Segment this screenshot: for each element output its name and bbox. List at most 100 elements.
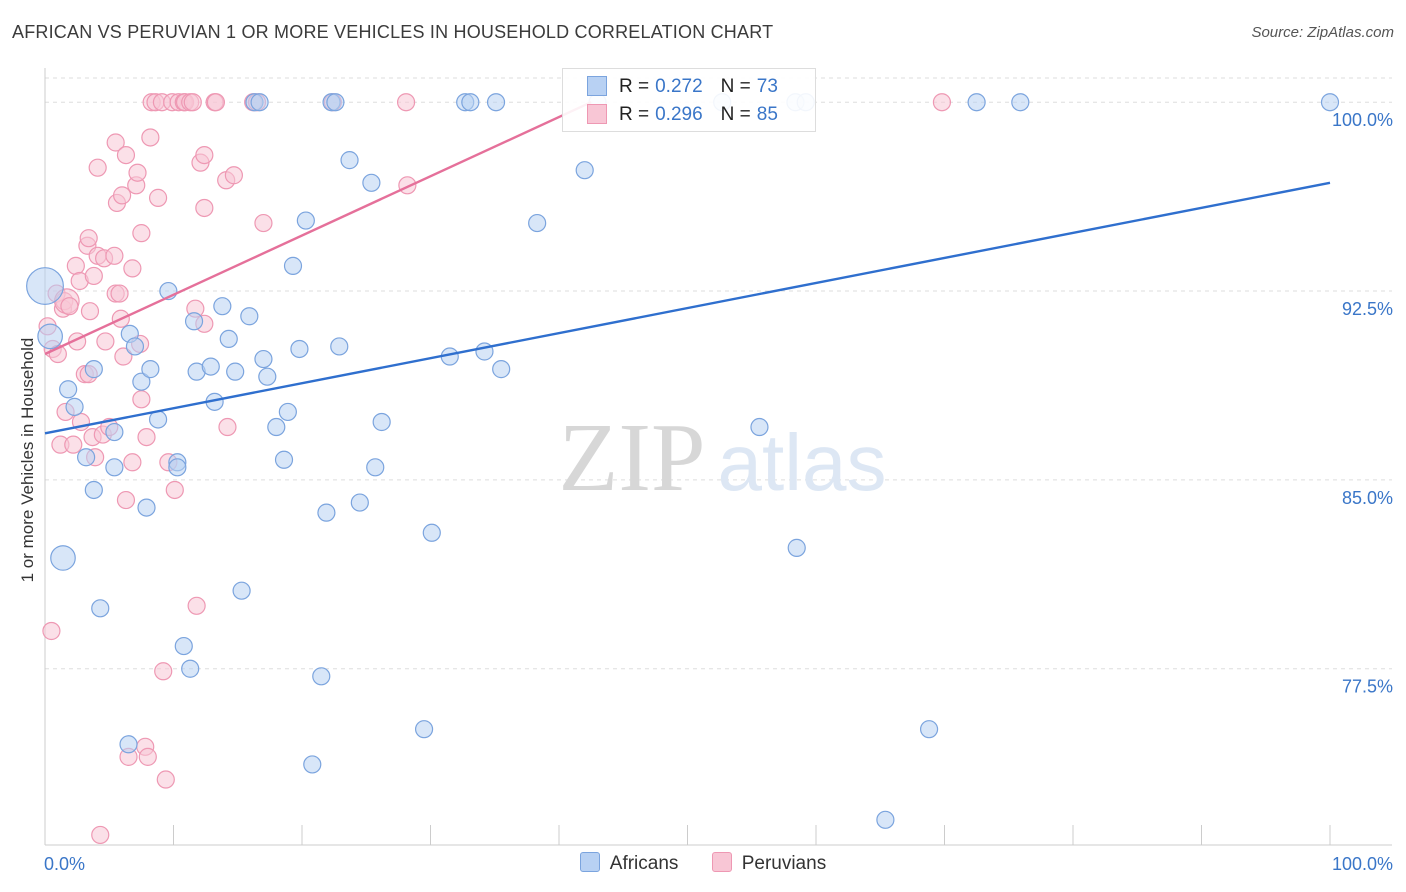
legend-item-peruvians[interactable]: Peruvians <box>711 852 827 875</box>
africans-r-label: R = <box>619 76 650 97</box>
african-point <box>326 93 345 112</box>
peruvian-point <box>187 596 206 615</box>
peruvian-point <box>66 256 85 275</box>
peruvian-point <box>123 453 142 472</box>
african-point <box>750 417 769 437</box>
african-point <box>65 397 84 416</box>
peruvian-point <box>195 198 214 218</box>
african-point <box>1011 93 1030 112</box>
peruvians-legend-label: Peruvians <box>741 853 827 874</box>
peruvian-point <box>932 93 952 112</box>
peruvians-r-label: R = <box>619 104 650 125</box>
peruvian-point <box>254 213 273 233</box>
watermark-atlas: atlas <box>718 418 887 507</box>
peruvian-point <box>183 93 202 112</box>
africans-legend-swatch <box>579 852 600 872</box>
peruvian-point <box>116 145 136 165</box>
watermark-zip: ZIP <box>559 404 706 512</box>
african-point <box>250 93 269 112</box>
african-point <box>26 267 64 305</box>
peruvian-point <box>112 186 132 205</box>
peruvian-point <box>132 390 151 409</box>
african-point <box>50 545 76 571</box>
peruvian-point <box>195 145 214 165</box>
peruvian-point <box>396 93 416 112</box>
peruvian-point <box>206 93 226 112</box>
african-point <box>350 493 369 512</box>
african-point <box>422 523 441 542</box>
african-point <box>919 720 939 739</box>
legend-row-peruvians: R = 0.296 N = 85 <box>587 104 778 126</box>
peruvian-point <box>138 747 157 766</box>
african-point <box>876 810 895 829</box>
x-tick-label-max: 100.0% <box>1332 854 1393 874</box>
peruvian-point <box>88 158 107 177</box>
peruvian-point <box>96 332 115 351</box>
peruvians-n-label: N = <box>720 104 751 125</box>
african-point <box>184 312 204 331</box>
peruvian-point <box>106 133 125 152</box>
african-point <box>787 538 806 557</box>
african-point <box>105 422 124 442</box>
african-point <box>362 173 381 192</box>
peruvian-point <box>105 246 124 265</box>
africans-n-value: 73 <box>756 76 778 97</box>
african-point <box>258 367 277 386</box>
peruvian-point <box>165 480 184 500</box>
african-point <box>274 450 294 469</box>
african-point <box>232 581 251 600</box>
african-point <box>278 402 297 422</box>
y-tick-label: 77.5% <box>1342 677 1393 697</box>
african-point <box>372 412 391 432</box>
peruvians-legend-swatch <box>711 852 732 872</box>
african-point <box>105 458 124 477</box>
legend-item-africans[interactable]: Africans <box>579 852 678 875</box>
africans-swatch <box>587 76 607 96</box>
series-legend: Africans Peruvians <box>0 852 1406 875</box>
peruvian-point <box>42 621 61 641</box>
african-point <box>283 256 303 275</box>
africans-n-label: N = <box>720 76 751 97</box>
peruvian-point <box>116 490 136 510</box>
peruvian-point <box>91 825 110 845</box>
african-point <box>492 360 511 379</box>
african-point <box>137 498 156 517</box>
african-point <box>213 297 232 316</box>
african-point <box>461 93 480 112</box>
africans-r-value: 0.272 <box>655 76 703 97</box>
africans-series <box>26 93 1340 829</box>
peruvian-point <box>84 266 103 286</box>
african-point <box>174 636 193 656</box>
tick-labels: 100.0% 92.5% 85.0% 77.5% 0.0% 100.0% <box>44 110 1393 874</box>
peruvian-point <box>148 188 168 207</box>
african-point <box>528 213 547 233</box>
african-point <box>91 599 110 618</box>
african-point <box>181 659 200 678</box>
peruvian-point <box>128 163 147 182</box>
african-point <box>267 417 286 437</box>
chart-source: Source: ZipAtlas.com <box>1251 24 1394 41</box>
y-tick-label: 92.5% <box>1342 299 1393 319</box>
african-point <box>330 337 349 356</box>
african-point <box>119 735 138 754</box>
peruvian-point <box>114 347 133 366</box>
african-point <box>1320 93 1340 112</box>
african-point <box>240 307 259 326</box>
x-tick-label-min: 0.0% <box>44 854 85 874</box>
y-tick-label: 100.0% <box>1332 110 1393 130</box>
peruvian-point <box>110 284 129 303</box>
trend-lines <box>44 101 1331 435</box>
peruvian-point <box>154 662 173 681</box>
peruvian-point <box>60 297 79 316</box>
african-point <box>84 360 103 379</box>
peruvian-point <box>137 427 156 447</box>
gridlines <box>45 77 1392 670</box>
african-point <box>312 667 331 686</box>
african-point <box>366 458 385 477</box>
african-point <box>77 448 96 467</box>
african-point <box>37 323 63 350</box>
peruvian-point <box>224 166 243 185</box>
peruvian-point <box>132 224 151 243</box>
african-point <box>226 362 245 381</box>
